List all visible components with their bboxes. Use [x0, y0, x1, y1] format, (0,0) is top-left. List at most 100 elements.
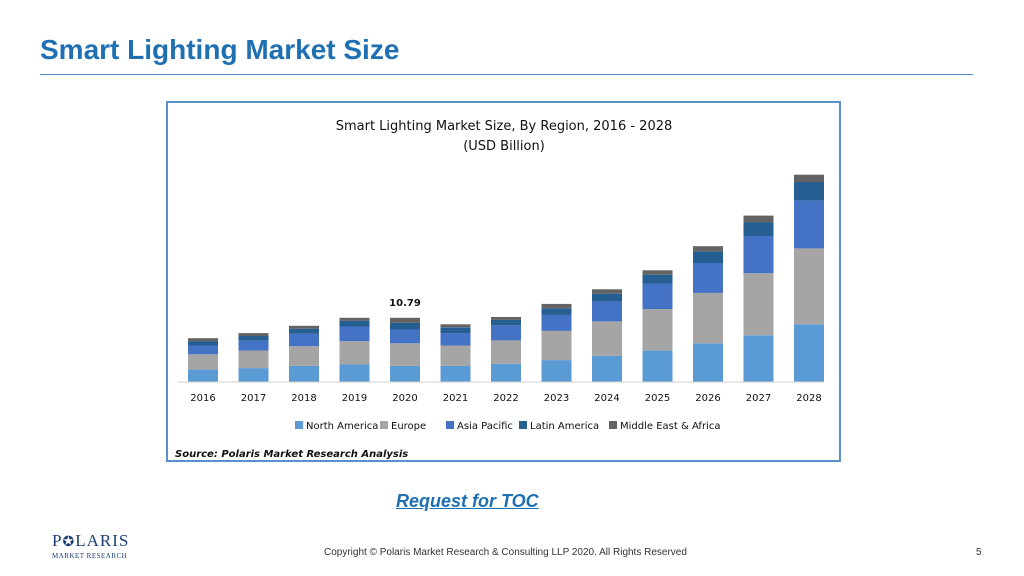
bar-2021-europe	[440, 345, 471, 366]
bar-2028-asia-pacific	[794, 200, 824, 249]
bar-2017-latin-america	[238, 336, 269, 341]
legend-label-middle-east-africa: Middle East & Africa	[620, 421, 720, 432]
x-tick-labels: 2016 2017 2018 2019 2020 2021 2022 2023 2024 2025…	[190, 393, 821, 404]
bar-2021-middle-east-africa	[440, 324, 471, 328]
logo-wordmark: P✪LARIS	[52, 531, 130, 550]
bar-2026-asia-pacific	[693, 263, 723, 293]
bar-2021-asia-pacific	[440, 333, 471, 346]
bar-2022-middle-east-africa	[491, 317, 521, 320]
star-icon: ✪	[62, 535, 76, 550]
stacked-bar-chart: Smart Lighting Market Size, By Region, 2…	[175, 119, 824, 460]
bar-2025-latin-america	[642, 274, 673, 284]
bar-2024-asia-pacific	[592, 301, 622, 322]
x-tick-2020: 2020	[392, 393, 417, 404]
bar-2019-middle-east-africa	[339, 317, 370, 321]
bar-2020-latin-america	[390, 322, 420, 330]
bar-2016-north-america	[188, 369, 218, 382]
bar-2019-latin-america	[339, 320, 370, 327]
bar-2028-latin-america	[794, 182, 824, 201]
bar-2026-europe	[693, 292, 723, 344]
bar-2022-north-america	[491, 363, 521, 383]
bar-2017-middle-east-africa	[238, 333, 269, 336]
legend-swatch-latin-america	[519, 421, 527, 429]
legend-label-north-america: North America	[306, 421, 378, 432]
annotations-group: 10.79	[389, 298, 421, 309]
bar-2024-north-america	[592, 355, 622, 382]
x-tick-2021: 2021	[443, 393, 468, 404]
bar-2018-europe	[289, 346, 319, 366]
bar-2024-europe	[592, 321, 622, 356]
bar-2028-middle-east-africa	[794, 174, 824, 182]
x-tick-2022: 2022	[493, 393, 518, 404]
page-title: Smart Lighting Market Size	[40, 34, 400, 65]
x-tick-2018: 2018	[291, 393, 316, 404]
bars-group	[188, 174, 824, 383]
bar-2016-middle-east-africa	[188, 338, 218, 342]
legend: North America Europe Asia Pacific Latin Ame…	[295, 421, 720, 432]
legend-swatch-north-america	[295, 421, 303, 429]
page-number: 5	[976, 547, 982, 558]
legend-swatch-middle-east-africa	[609, 421, 617, 429]
chart-title: Smart Lighting Market Size, By Region, 2…	[336, 119, 673, 134]
bar-2018-asia-pacific	[289, 333, 319, 347]
bar-2023-latin-america	[541, 308, 572, 315]
bar-2021-north-america	[440, 365, 471, 382]
bar-2022-latin-america	[491, 319, 521, 326]
legend-label-asia-pacific: Asia Pacific	[457, 421, 513, 432]
bar-2016-europe	[188, 354, 218, 370]
bar-2021-latin-america	[440, 327, 471, 334]
request-toc-link[interactable]: Request for TOC	[396, 491, 539, 511]
x-tick-2024: 2024	[594, 393, 619, 404]
x-tick-2017: 2017	[241, 393, 266, 404]
bar-2020-north-america	[390, 365, 420, 382]
bar-2019-north-america	[339, 364, 370, 382]
logo-subtitle: MARKET RESEARCH	[52, 552, 128, 560]
polaris-logo: P✪LARIS MARKET RESEARCH	[52, 532, 132, 562]
bar-2027-asia-pacific	[743, 236, 774, 274]
legend-label-europe: Europe	[391, 421, 426, 432]
x-tick-2027: 2027	[746, 393, 771, 404]
bar-2018-middle-east-africa	[289, 325, 319, 329]
bar-2016-latin-america	[188, 341, 218, 346]
bar-2025-north-america	[642, 350, 673, 382]
bar-2026-latin-america	[693, 251, 723, 263]
chart-subtitle: (USD Billion)	[463, 139, 545, 154]
bar-2025-asia-pacific	[642, 283, 673, 309]
legend-label-latin-america: Latin America	[530, 421, 599, 432]
bar-2027-europe	[743, 273, 774, 336]
x-tick-2028: 2028	[796, 393, 821, 404]
bar-2024-middle-east-africa	[592, 289, 622, 294]
bar-2027-latin-america	[743, 222, 774, 236]
bar-2026-middle-east-africa	[693, 246, 723, 252]
bar-2023-middle-east-africa	[541, 303, 572, 309]
bar-2023-asia-pacific	[541, 314, 572, 331]
bar-2026-north-america	[693, 343, 723, 382]
legend-swatch-europe	[380, 421, 388, 429]
bar-2024-latin-america	[592, 293, 622, 302]
bar-2020-middle-east-africa	[390, 317, 420, 323]
data-label-2020: 10.79	[389, 298, 421, 309]
bar-2025-middle-east-africa	[642, 270, 673, 275]
bar-2028-europe	[794, 248, 824, 325]
bar-2019-asia-pacific	[339, 326, 370, 342]
chart-source: Source: Polaris Market Research Analysis	[175, 449, 408, 460]
bar-2017-north-america	[238, 368, 269, 382]
bar-2016-asia-pacific	[188, 345, 218, 355]
bar-2019-europe	[339, 341, 370, 365]
bar-2028-north-america	[794, 324, 824, 382]
bar-2020-europe	[390, 343, 420, 366]
legend-swatch-asia-pacific	[446, 421, 454, 429]
bar-2018-north-america	[289, 365, 319, 382]
bar-2022-europe	[491, 340, 521, 364]
title-divider	[40, 74, 973, 75]
bar-2027-middle-east-africa	[743, 215, 774, 223]
bar-2017-europe	[238, 350, 269, 369]
x-tick-2026: 2026	[695, 393, 720, 404]
bar-2020-asia-pacific	[390, 329, 420, 344]
x-tick-2016: 2016	[190, 393, 215, 404]
x-tick-2023: 2023	[544, 393, 569, 404]
bar-2018-latin-america	[289, 328, 319, 334]
bar-2023-north-america	[541, 360, 572, 382]
bar-2023-europe	[541, 330, 572, 361]
bar-2025-europe	[642, 309, 673, 351]
